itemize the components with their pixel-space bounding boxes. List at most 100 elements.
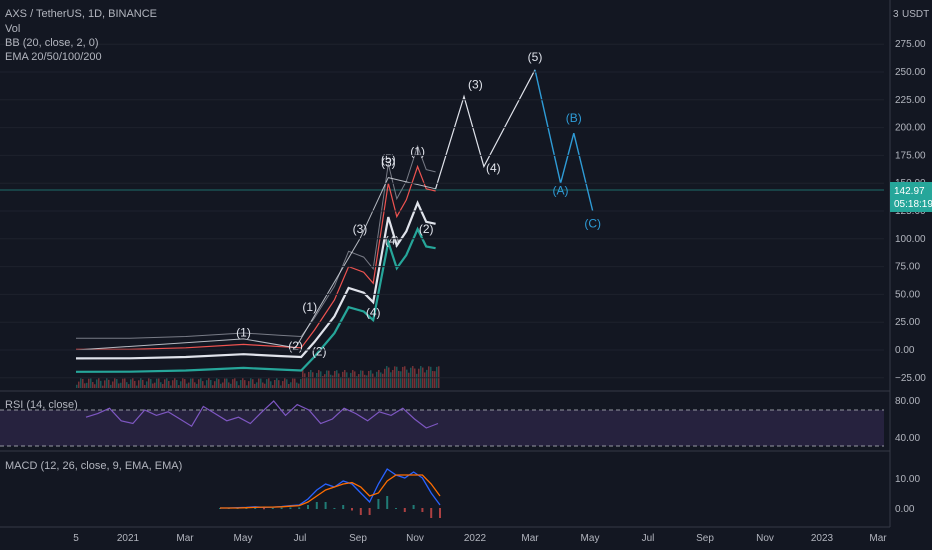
rsi-tick-40: 40.00 — [895, 433, 920, 444]
study-vol[interactable]: Vol — [5, 23, 20, 35]
price-tick-label: 100.00 — [895, 234, 926, 245]
volume-bar — [80, 378, 82, 388]
volume-bar — [428, 366, 430, 388]
price-tick-label: 50.00 — [895, 289, 920, 300]
volume-bar — [118, 383, 120, 388]
wave-label-projected: (A) — [553, 183, 569, 197]
volume-bar — [392, 369, 394, 388]
volume-bar — [252, 379, 254, 388]
wave-label: (1) — [410, 144, 425, 158]
volume-bar — [150, 379, 152, 388]
signal-line — [220, 474, 441, 509]
study-bb[interactable]: BB (20, close, 2, 0) — [5, 37, 99, 49]
time-tick-label: Mar — [176, 533, 194, 544]
volume-bar — [364, 374, 366, 388]
rsi-label[interactable]: RSI (14, close) — [5, 399, 78, 411]
volume-bar — [286, 379, 288, 388]
price-tick-label: 25.00 — [895, 317, 920, 328]
volume-bar — [288, 383, 290, 388]
macd-histogram-bar — [263, 508, 265, 510]
volume-bar — [180, 381, 182, 388]
projection-white — [435, 69, 536, 189]
currency-label[interactable]: USDT — [902, 9, 929, 20]
volume-bar — [124, 378, 126, 388]
rsi-tick-80: 80.00 — [895, 396, 920, 407]
projection-blue — [534, 69, 594, 212]
volume-bar — [360, 370, 362, 388]
time-tick-label: Jul — [642, 533, 655, 544]
volume-bar — [178, 385, 180, 388]
volume-bar — [342, 371, 344, 388]
volume-bar — [206, 380, 208, 388]
volume-bar — [314, 377, 316, 388]
volume-bar — [394, 366, 396, 388]
time-tick-label: Nov — [406, 533, 424, 544]
volume-bar — [310, 370, 312, 388]
volume-bar — [290, 382, 292, 388]
wave-label: (2) — [312, 345, 327, 359]
volume-bar — [390, 372, 392, 388]
volume-bar — [324, 374, 326, 388]
volume-bar — [254, 383, 256, 388]
volume-bar — [104, 380, 106, 388]
volume-bar — [346, 372, 348, 388]
volume-bar — [432, 371, 434, 388]
volume-bar — [378, 370, 380, 388]
macd-histogram-bar — [403, 508, 406, 512]
volume-bar — [228, 382, 230, 388]
volume-bar — [300, 379, 302, 388]
volume-bar — [188, 382, 190, 388]
volume-bar — [232, 379, 234, 388]
volume-bar — [330, 374, 332, 388]
wave-label-projected: (C) — [584, 217, 601, 231]
wave-trendline — [75, 177, 436, 351]
volume-bar — [328, 370, 330, 388]
macd-label[interactable]: MACD (12, 26, close, 9, EMA, EMA) — [5, 460, 182, 472]
volume-bar — [400, 371, 402, 388]
volume-bar — [266, 379, 268, 388]
rsi-band — [0, 410, 884, 446]
volume-bar — [204, 385, 206, 388]
macd-histogram-bar — [298, 507, 301, 509]
volume-bar — [316, 372, 318, 388]
volume-bar — [220, 383, 222, 388]
volume-bar — [146, 381, 148, 388]
macd-histogram-bar — [386, 496, 389, 509]
volume-bar — [116, 379, 118, 388]
volume-bar — [136, 385, 138, 388]
volume-bar — [416, 373, 418, 388]
volume-bar — [404, 366, 406, 388]
study-ema[interactable]: EMA 20/50/100/200 — [5, 51, 102, 63]
volume-bar — [420, 366, 422, 388]
volume-bar — [110, 384, 112, 388]
symbol-title[interactable]: AXS / TetherUS, 1D, BINANCE — [5, 8, 157, 20]
volume-bar — [256, 382, 258, 388]
volume-bar — [234, 378, 236, 388]
countdown-value: 05:18:19 — [894, 199, 932, 210]
macd-histogram-bar — [324, 502, 327, 509]
macd-histogram-bar — [377, 499, 380, 509]
current-price-value: 142.97 — [894, 186, 925, 197]
price-tick-label: 225.00 — [895, 95, 926, 106]
volume-bar — [174, 378, 176, 388]
wave-label: (3) — [353, 222, 368, 236]
volume-bar — [202, 381, 204, 388]
volume-bar — [148, 378, 150, 388]
volume-bar — [236, 381, 238, 388]
volume-bar — [264, 383, 266, 388]
volume-bar — [350, 372, 352, 388]
volume-bar — [368, 370, 370, 388]
volume-bar — [302, 370, 304, 388]
wave-label: (4) — [385, 233, 400, 247]
volume-bar — [240, 380, 242, 388]
volume-bar — [164, 379, 166, 388]
wave-label-projected: (4) — [486, 161, 501, 175]
scale-marker[interactable]: 3 — [893, 9, 899, 20]
volume-bar — [366, 375, 368, 388]
time-tick-label: 2021 — [117, 533, 140, 544]
volume-bar — [152, 383, 154, 388]
time-tick-label: 2023 — [811, 533, 834, 544]
volume-bar — [374, 376, 376, 388]
volume-bar — [140, 378, 142, 388]
